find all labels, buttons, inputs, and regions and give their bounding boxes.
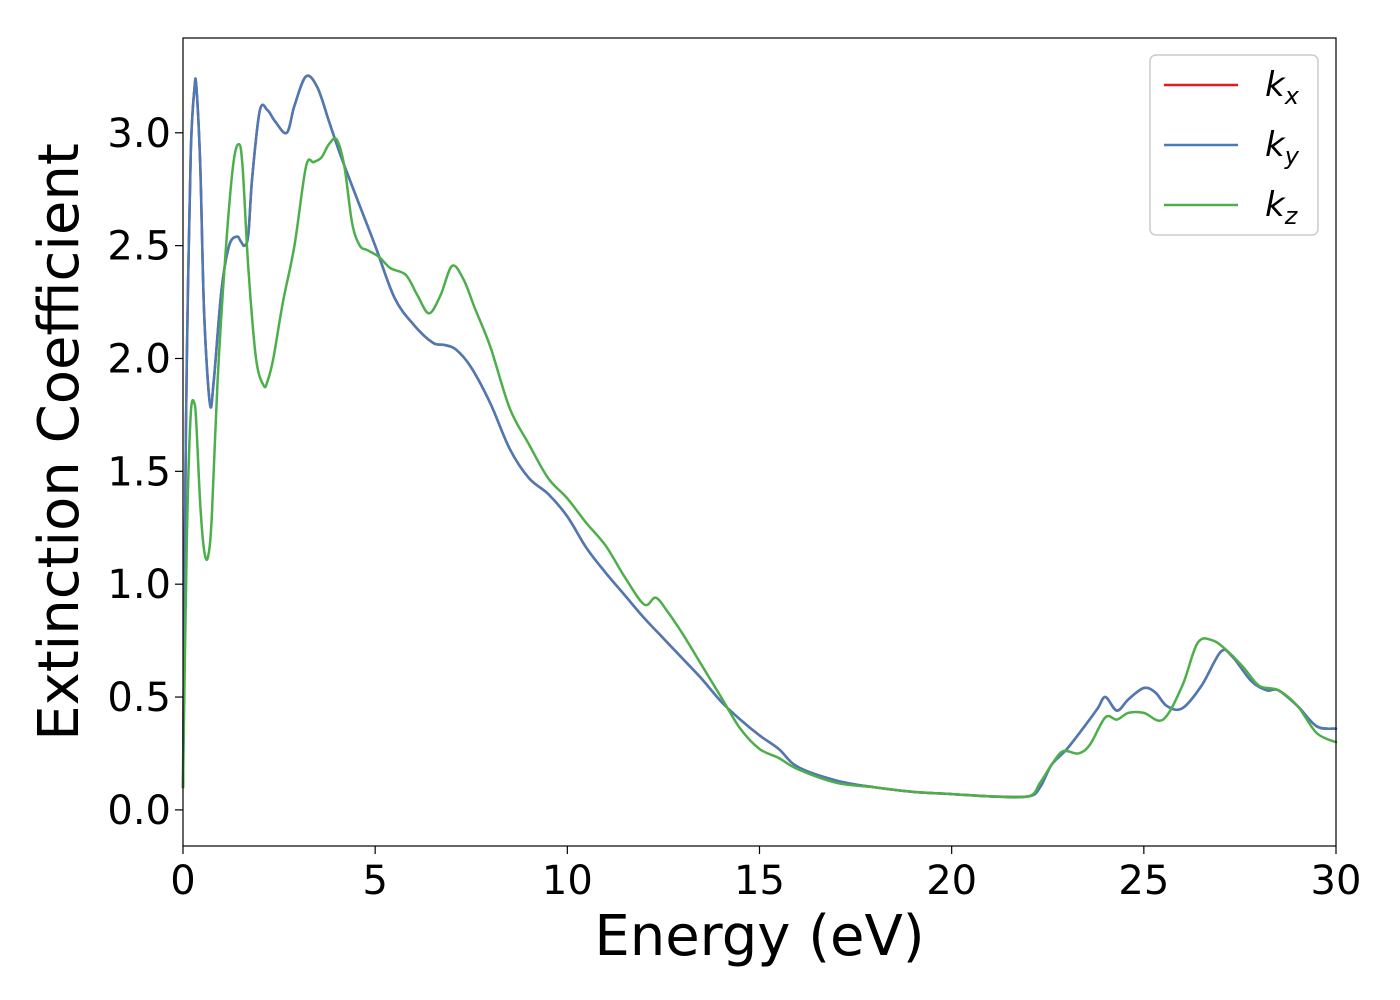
y-axis-title: Extinction Coefficient (27, 143, 92, 741)
legend-label-subscript: x (1284, 82, 1300, 110)
y-tick-label: 0.0 (107, 788, 171, 834)
y-tick-label: 3.0 (107, 111, 171, 157)
y-tick-label: 2.0 (107, 336, 171, 382)
plot-area (183, 38, 1336, 846)
series-layer (181, 74, 1338, 799)
y-tick-label: 0.5 (107, 675, 171, 721)
legend-label-main: k (1265, 185, 1286, 225)
x-axis: 0 5 10 15 20 25 30 (170, 846, 1361, 904)
y-tick-label: 1.5 (107, 449, 171, 495)
legend-label-subscript: y (1284, 142, 1300, 170)
y-axis: 0.0 0.5 1.0 1.5 2.0 2.5 3.0 (107, 111, 183, 834)
x-tick-label: 0 (170, 858, 195, 904)
legend-label: kz (1265, 185, 1299, 230)
legend-label-subscript: z (1284, 202, 1299, 230)
legend-label: kx (1265, 65, 1300, 110)
y-tick-label: 1.0 (107, 562, 171, 608)
series-line-k-z (181, 137, 1338, 799)
x-tick-label: 25 (1118, 858, 1169, 904)
legend-label-main: k (1265, 65, 1286, 105)
x-tick-label: 15 (734, 858, 785, 904)
x-tick-label: 5 (362, 858, 387, 904)
x-tick-label: 10 (542, 858, 593, 904)
x-tick-label: 30 (1311, 858, 1362, 904)
y-tick-label: 2.5 (107, 224, 171, 270)
legend-label-main: k (1265, 125, 1286, 165)
x-axis-title: Energy (eV) (594, 904, 924, 969)
legend-label: ky (1265, 125, 1300, 170)
x-tick-label: 20 (926, 858, 977, 904)
